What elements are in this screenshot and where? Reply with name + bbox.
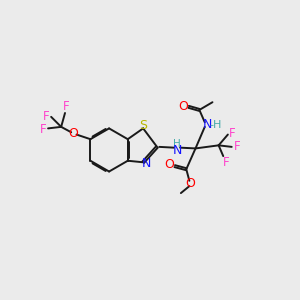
Text: N: N bbox=[172, 144, 182, 157]
Text: F: F bbox=[223, 156, 230, 169]
Text: O: O bbox=[185, 177, 195, 190]
Text: O: O bbox=[178, 100, 188, 112]
Text: F: F bbox=[62, 100, 69, 113]
Text: F: F bbox=[40, 123, 47, 136]
Text: O: O bbox=[68, 127, 78, 140]
Text: F: F bbox=[43, 110, 50, 123]
Text: N: N bbox=[142, 157, 151, 170]
Text: O: O bbox=[164, 158, 174, 171]
Text: -H: -H bbox=[209, 119, 222, 130]
Text: H: H bbox=[173, 139, 181, 149]
Text: F: F bbox=[234, 140, 240, 153]
Text: F: F bbox=[229, 127, 236, 140]
Text: N: N bbox=[203, 118, 212, 131]
Text: S: S bbox=[139, 119, 147, 132]
